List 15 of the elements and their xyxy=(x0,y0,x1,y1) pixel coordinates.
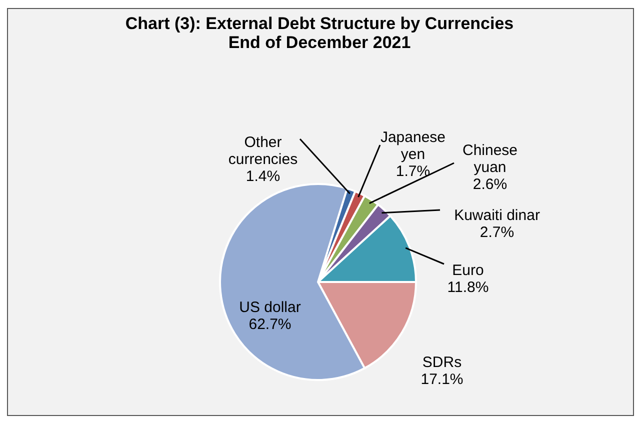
data-label: 17.1% xyxy=(420,371,464,388)
data-label: 11.8% xyxy=(447,279,489,296)
slice-label: Kuwaiti dinar xyxy=(454,207,540,224)
chart-title: Chart (3): External Debt Structure by Currencies End of December 2021 xyxy=(125,14,514,52)
data-label: 2.7% xyxy=(480,224,514,241)
slice-label: SDRs xyxy=(422,354,462,371)
slice-label: Euro xyxy=(452,262,484,279)
data-label: 1.4% xyxy=(246,168,280,185)
slice-label: Chinese yuan xyxy=(462,142,518,176)
slice-label: Japanese yen xyxy=(380,129,446,163)
data-label: 62.7% xyxy=(248,316,292,333)
slice-label: Other currencies xyxy=(228,134,298,168)
slice-label: US dollar xyxy=(239,299,301,316)
data-label: 2.6% xyxy=(472,176,508,193)
data-label: 1.7% xyxy=(396,163,430,180)
